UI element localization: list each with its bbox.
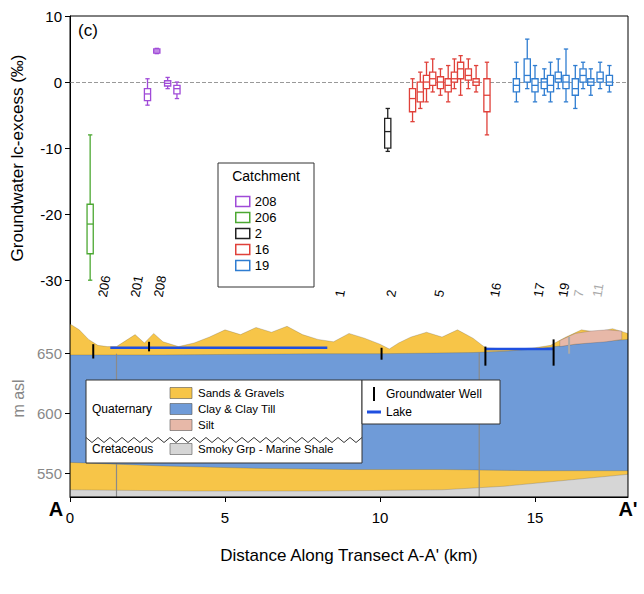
svg-text:208: 208 bbox=[255, 194, 277, 209]
svg-text:16: 16 bbox=[255, 242, 269, 257]
svg-text:-20: -20 bbox=[40, 206, 62, 223]
svg-text:-10: -10 bbox=[40, 140, 62, 157]
svg-text:206: 206 bbox=[255, 210, 277, 225]
svg-text:Sands & Gravels: Sands & Gravels bbox=[198, 387, 285, 399]
svg-text:0: 0 bbox=[66, 509, 74, 526]
svg-text:Clay & Clay Till: Clay & Clay Till bbox=[198, 403, 275, 415]
svg-text:Quaternary: Quaternary bbox=[92, 402, 152, 416]
svg-text:201: 201 bbox=[127, 274, 146, 298]
svg-text:A: A bbox=[49, 498, 63, 520]
svg-text:10: 10 bbox=[45, 8, 62, 25]
svg-text:206: 206 bbox=[95, 274, 114, 298]
svg-text:11: 11 bbox=[589, 282, 606, 298]
svg-text:208: 208 bbox=[151, 274, 170, 298]
svg-text:19: 19 bbox=[555, 281, 573, 299]
svg-text:-30: -30 bbox=[40, 272, 62, 289]
svg-text:600: 600 bbox=[37, 405, 62, 422]
svg-text:0: 0 bbox=[54, 74, 62, 91]
svg-text:17: 17 bbox=[530, 281, 547, 298]
svg-text:m asl: m asl bbox=[10, 379, 27, 417]
svg-text:2: 2 bbox=[383, 289, 399, 299]
svg-text:5: 5 bbox=[221, 509, 229, 526]
svg-text:A': A' bbox=[618, 498, 637, 520]
svg-text:Catchment: Catchment bbox=[232, 168, 300, 184]
svg-text:10: 10 bbox=[372, 509, 389, 526]
svg-text:Groundwater lc-excess (‰): Groundwater lc-excess (‰) bbox=[8, 55, 27, 262]
svg-text:19: 19 bbox=[255, 258, 269, 273]
svg-text:(c): (c) bbox=[78, 21, 98, 40]
svg-text:550: 550 bbox=[37, 465, 62, 482]
svg-text:16: 16 bbox=[487, 281, 504, 298]
svg-text:Silt: Silt bbox=[198, 419, 215, 431]
svg-text:5: 5 bbox=[431, 289, 447, 299]
svg-text:Distance Along Transect A-A' (: Distance Along Transect A-A' (km) bbox=[220, 546, 477, 565]
svg-text:650: 650 bbox=[37, 345, 62, 362]
svg-text:2: 2 bbox=[255, 226, 262, 241]
svg-text:Smoky Grp - Marine Shale: Smoky Grp - Marine Shale bbox=[198, 443, 334, 455]
svg-text:Groundwater Well: Groundwater Well bbox=[386, 387, 482, 401]
svg-text:Lake: Lake bbox=[386, 405, 412, 419]
svg-text:7: 7 bbox=[571, 289, 587, 299]
svg-text:1: 1 bbox=[332, 289, 348, 299]
svg-text:15: 15 bbox=[527, 509, 544, 526]
svg-text:Cretaceous: Cretaceous bbox=[92, 442, 153, 456]
